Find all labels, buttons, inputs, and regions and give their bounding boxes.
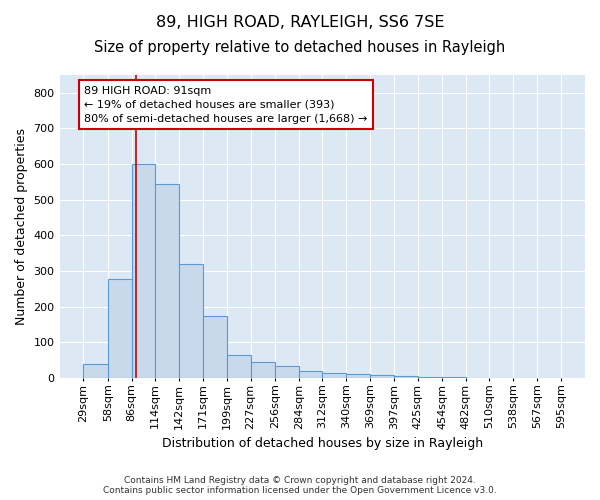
Bar — [251, 362, 275, 378]
Bar — [370, 375, 394, 378]
Y-axis label: Number of detached properties: Number of detached properties — [15, 128, 28, 325]
Bar — [346, 374, 370, 378]
Bar — [108, 279, 131, 378]
Text: Size of property relative to detached houses in Rayleigh: Size of property relative to detached ho… — [94, 40, 506, 55]
Bar — [155, 184, 179, 378]
Bar — [299, 371, 322, 378]
Bar — [418, 377, 442, 378]
Text: Contains HM Land Registry data © Crown copyright and database right 2024.
Contai: Contains HM Land Registry data © Crown c… — [103, 476, 497, 495]
Bar — [275, 366, 299, 378]
Bar — [203, 316, 227, 378]
Bar — [394, 376, 418, 378]
Text: 89, HIGH ROAD, RAYLEIGH, SS6 7SE: 89, HIGH ROAD, RAYLEIGH, SS6 7SE — [156, 15, 444, 30]
Text: 89 HIGH ROAD: 91sqm
← 19% of detached houses are smaller (393)
80% of semi-detac: 89 HIGH ROAD: 91sqm ← 19% of detached ho… — [84, 86, 368, 124]
Bar — [83, 364, 108, 378]
X-axis label: Distribution of detached houses by size in Rayleigh: Distribution of detached houses by size … — [162, 437, 483, 450]
Bar — [131, 164, 155, 378]
Bar — [322, 372, 346, 378]
Bar — [227, 355, 251, 378]
Bar — [179, 264, 203, 378]
